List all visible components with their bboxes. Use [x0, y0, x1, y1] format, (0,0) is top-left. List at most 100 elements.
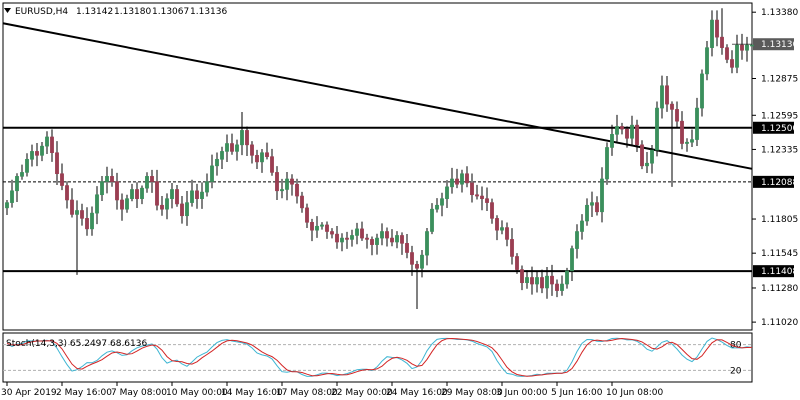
time-tick-label: 10 May 00:00	[166, 388, 228, 398]
bear-candle	[175, 189, 179, 205]
bear-candle	[740, 44, 744, 51]
bull-candle	[100, 181, 104, 196]
bull-candle	[15, 176, 19, 192]
bull-candle	[425, 231, 429, 256]
bear-candle	[370, 239, 374, 245]
bear-candle	[325, 224, 329, 232]
bull-candle	[10, 190, 14, 203]
header-open: 1.13142	[76, 7, 113, 17]
bear-candle	[470, 182, 474, 196]
time-tick-label: 17 May 08:00	[276, 388, 338, 398]
bear-candle	[70, 199, 74, 215]
bull-candle	[750, 44, 754, 47]
bull-candle	[580, 220, 584, 232]
stoch-level-label: 80	[730, 341, 742, 351]
bear-candle	[665, 85, 669, 105]
time-tick-label: 24 May 16:00	[386, 388, 448, 398]
bear-candle	[670, 103, 674, 110]
stoch-frame	[2, 332, 753, 383]
header-high: 1.13180	[114, 7, 151, 17]
bear-candle	[330, 231, 334, 235]
bear-candle	[115, 181, 119, 201]
bear-candle	[720, 36, 724, 48]
bull-candle	[560, 283, 564, 291]
bull-candle	[75, 210, 79, 215]
bear-candle	[120, 199, 124, 210]
bear-candle	[65, 185, 69, 201]
price-panel	[2, 2, 753, 331]
bear-candle	[415, 264, 419, 269]
bear-candle	[195, 190, 199, 199]
price-tick-label: 1.12595	[761, 111, 798, 121]
bull-candle	[350, 235, 354, 240]
bull-candle	[20, 172, 24, 177]
bull-candle	[420, 254, 424, 269]
bull-candle	[500, 227, 504, 231]
bull-candle	[380, 231, 384, 239]
bull-candle	[690, 139, 694, 143]
price-tick-label: 1.11020	[761, 318, 798, 328]
stoch-label: Stoch(14,3,3) 65.2497 68.6136	[6, 339, 147, 349]
bear-candle	[725, 47, 729, 60]
current-price-label: 1.13136	[761, 40, 798, 50]
price-tick-label: 1.11805	[761, 215, 798, 225]
bear-candle	[640, 144, 644, 167]
bull-candle	[220, 151, 224, 160]
bull-candle	[545, 275, 549, 289]
bear-candle	[595, 202, 599, 213]
bear-candle	[475, 194, 479, 197]
bear-candle	[80, 210, 84, 219]
header-symbol: EURUSD,H4	[15, 7, 68, 17]
bear-candle	[540, 277, 544, 289]
bear-candle	[275, 172, 279, 192]
time-tick-label: 3 Jun 00:00	[496, 388, 548, 398]
bear-candle	[35, 151, 39, 156]
collapse-triangle-icon[interactable]	[4, 8, 11, 13]
bear-candle	[520, 269, 524, 284]
header-close: 1.13136	[190, 7, 227, 17]
time-tick-label: 22 May 00:00	[331, 388, 393, 398]
bull-candle	[525, 277, 529, 284]
bull-candle	[395, 235, 399, 243]
bull-candle	[25, 158, 29, 173]
bull-candle	[30, 151, 34, 160]
bull-candle	[95, 194, 99, 214]
bear-candle	[620, 126, 624, 130]
bull-candle	[630, 124, 634, 139]
time-tick-label: 30 Apr 2019	[1, 388, 57, 398]
bear-candle	[365, 237, 369, 240]
bear-candle	[455, 178, 459, 185]
bull-candle	[205, 181, 209, 193]
bull-candle	[45, 136, 49, 147]
bull-candle	[660, 85, 664, 109]
level-label: 1.12500	[761, 124, 798, 134]
level-label-box	[753, 265, 794, 278]
bear-candle	[625, 128, 629, 139]
bull-candle	[170, 189, 174, 199]
bear-candle	[255, 155, 259, 163]
bear-candle	[305, 207, 309, 223]
bear-candle	[715, 19, 719, 38]
level-label: 1.12088	[761, 178, 798, 188]
bear-candle	[485, 198, 489, 203]
time-tick-label: 2 May 16:00	[56, 388, 112, 398]
bull-candle	[140, 187, 144, 199]
bull-candle	[610, 134, 614, 148]
bear-candle	[400, 235, 404, 244]
bear-candle	[405, 243, 409, 253]
bull-candle	[375, 237, 379, 245]
level-label-box	[753, 121, 794, 134]
bear-candle	[290, 178, 294, 185]
bull-candle	[200, 191, 204, 199]
bull-candle	[700, 73, 704, 109]
bull-candle	[710, 19, 714, 48]
bull-candle	[340, 237, 344, 243]
bear-candle	[180, 203, 184, 217]
time-tick-label: 5 Jun 16:00	[551, 388, 603, 398]
bull-candle	[105, 176, 109, 182]
bull-candle	[705, 47, 709, 75]
bear-candle	[410, 252, 414, 265]
bull-candle	[165, 198, 169, 210]
stochastic-panel: 80 20	[2, 332, 753, 383]
